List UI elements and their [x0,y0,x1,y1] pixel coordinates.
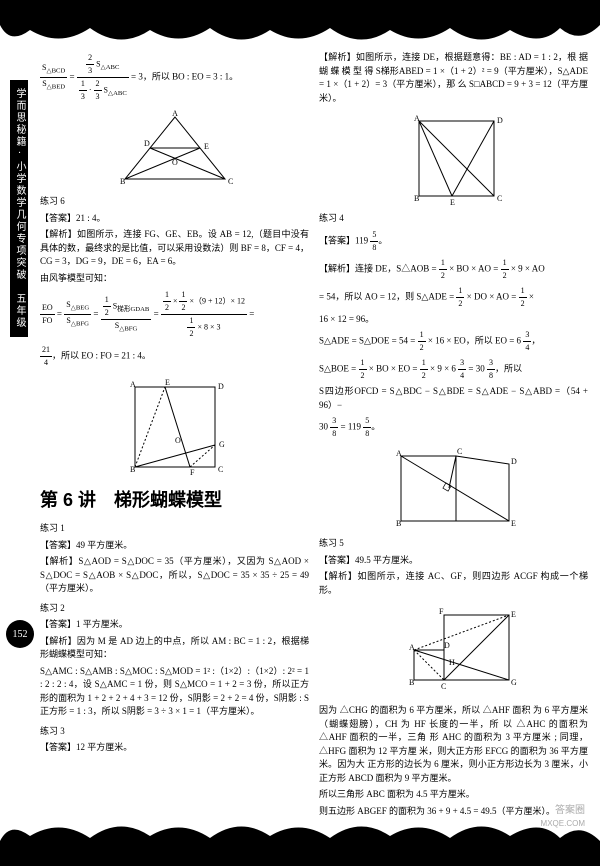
left-column: S△BCDS△BED = 23 S△ABC13 · 23 S△ABC = 3，所… [40,48,309,818]
svg-text:D: D [144,139,150,148]
svg-text:B: B [409,678,414,687]
ex4-label: 练习 4 [319,212,588,226]
svg-text:B: B [130,465,135,474]
ex6-answer: 【答案】21 : 4。 [40,212,309,226]
svg-text:D: D [511,457,517,466]
page-number: 152 [6,620,34,648]
figure-4: A B C D E [319,446,588,531]
svg-text:C: C [228,177,233,186]
ex5-answer: 【答案】49.5 平方厘米。 [319,554,588,568]
figure-2: A D B C E F G O [40,375,309,475]
svg-text:A: A [396,449,402,458]
svg-text:C: C [457,447,462,456]
svg-text:F: F [190,468,195,475]
svg-text:A: A [414,114,420,123]
svg-text:E: E [450,198,455,206]
ex1-analysis: 【解析】S△AOD = S△DOC = 35（平方厘米），又因为 S△AOD ×… [40,555,309,596]
formula-top: S△BCDS△BED = 23 S△ABC13 · 23 S△ABC = 3，所… [40,52,309,103]
section-6-title: 第 6 讲 梯形蝴蝶模型 [40,487,309,514]
svg-text:O: O [175,436,181,445]
ex2-label: 练习 2 [40,602,309,616]
ex6-analysis2: 由风筝模型可知： [40,272,309,286]
ex5-analysis4: 则五边形 ABGEF 的面积为 36 + 9 + 4.5 = 49.5（平方厘米… [319,805,588,819]
top-clouds [0,0,600,45]
svg-text:F: F [439,607,444,616]
ex5-label: 练习 5 [319,537,588,551]
ex2-analysis: 【解析】因为 M 是 AD 边上的中点，所以 AM : BC = 1 : 2，根… [40,635,309,662]
sidebar-title: 学而思秘籍·小学数学几何专项突破 五年级 [12,88,27,329]
ex6-formula: EOFO = S△BEGS△BFG = 12 S梯形GDABS△BFG = 12… [40,289,309,340]
right-top-analysis: 【解析】如图所示，连接 DE，根据题意得：BE : AD = 1 : 2，根 据… [319,51,588,105]
svg-text:E: E [204,142,209,151]
ex6-label: 练习 6 [40,195,309,209]
ex3-label: 练习 3 [40,725,309,739]
svg-text:A: A [172,109,178,118]
svg-text:B: B [396,519,401,528]
content-area: S△BCDS△BED = 23 S△ABC13 · 23 S△ABC = 3，所… [40,48,588,818]
svg-text:B: B [414,194,419,203]
ex5-analysis2: 因为 △CHG 的面积为 6 平方厘米，所以 △AHF 面积 为 6 平方厘米（… [319,704,588,785]
svg-text:E: E [165,378,170,387]
svg-text:A: A [130,380,136,389]
ex1-label: 练习 1 [40,522,309,536]
ex1-answer: 【答案】49 平方厘米。 [40,539,309,553]
ex2-answer: 【答案】1 平方厘米。 [40,618,309,632]
figure-1: A B C D E O [40,109,309,189]
svg-text:H: H [449,658,455,667]
ex3-answer: 【答案】12 平方厘米。 [40,741,309,755]
ex5-analysis3: 所以三角形 ABC 面积为 4.5 平方厘米。 [319,788,588,802]
right-column: 【解析】如图所示，连接 DE，根据题意得：BE : AD = 1 : 2，根 据… [319,48,588,818]
figure-3: A D B C E [319,111,588,206]
ex6-analysis1: 【解析】如图所示，连接 FG、GE、EB。设 AB = 12,（题目中没有具体的… [40,228,309,269]
svg-text:G: G [511,678,517,687]
svg-text:B: B [120,177,125,186]
svg-text:O: O [172,158,178,167]
sidebar-tab: 学而思秘籍·小学数学几何专项突破 五年级 [10,80,28,337]
svg-text:E: E [511,610,516,619]
svg-text:D: D [218,382,224,391]
svg-text:G: G [219,440,225,449]
watermark-1: 答案圈 [555,801,585,816]
svg-text:D: D [497,116,503,125]
svg-text:E: E [511,519,516,528]
ex2-analysis2: S△AMC : S△AMB : S△MOC : S△MOD = 1² :（1×2… [40,665,309,719]
figure-5: A B C D E F G H [319,603,588,698]
svg-text:A: A [409,643,415,652]
svg-text:C: C [218,465,223,474]
ex4-answer: 【答案】119 58。 [319,229,588,254]
ex5-analysis1: 【解析】如图所示，连接 AC、GF，则四边形 ACGF 构成一个梯形。 [319,570,588,597]
svg-text:C: C [497,194,502,203]
svg-text:C: C [441,682,446,691]
svg-text:D: D [444,641,450,650]
bottom-clouds [0,821,600,866]
